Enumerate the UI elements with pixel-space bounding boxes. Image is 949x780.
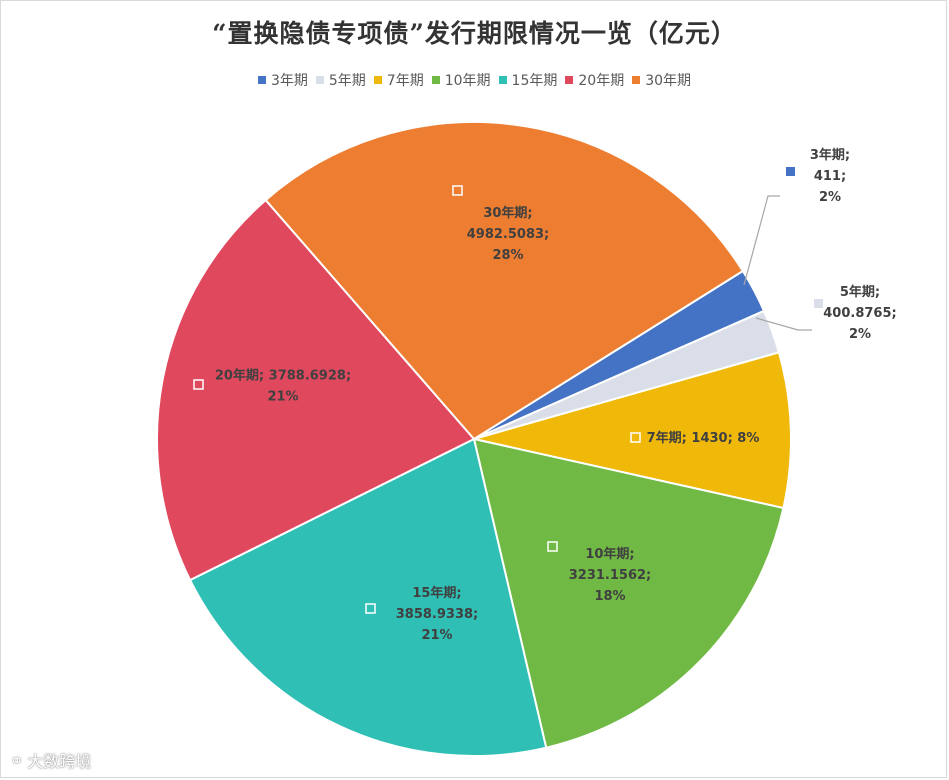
- label-marker: [365, 603, 376, 614]
- data-label: 21%: [421, 628, 452, 643]
- watermark-logo-icon: ⚭: [10, 750, 24, 770]
- data-label: 4982.5083;: [467, 227, 550, 242]
- pie-slice: [473, 351, 792, 510]
- legend-label: 15年期: [511, 73, 558, 89]
- watermark: ⚭ 大数跨境: [10, 748, 91, 772]
- data-label: 400.8765;: [823, 306, 896, 321]
- legend-swatch: [373, 76, 382, 84]
- pie-slice: [472, 437, 785, 749]
- legend: 3年期 5年期 7年期 10年期 15年期 20年期 30年期: [0, 70, 949, 90]
- watermark-text: 大数跨境: [27, 752, 92, 771]
- pie-slice: [188, 437, 548, 757]
- label-marker: [814, 299, 823, 308]
- legend-item: 7年期: [373, 70, 424, 90]
- data-label: 3858.9338;: [396, 607, 479, 622]
- legend-swatch: [431, 76, 440, 84]
- legend-label: 20年期: [578, 73, 625, 89]
- legend-label: 7年期: [386, 73, 424, 89]
- legend-swatch: [498, 76, 507, 84]
- data-label: 20年期; 3788.6928;: [215, 368, 351, 384]
- legend-item: 5年期: [315, 70, 366, 90]
- legend-swatch: [565, 76, 574, 84]
- leader-line: [755, 317, 812, 331]
- data-label: 2%: [819, 190, 841, 205]
- label-marker: [630, 432, 641, 443]
- data-label: 5年期;: [840, 284, 880, 300]
- legend-label: 10年期: [444, 73, 491, 89]
- legend-item: 20年期: [565, 70, 624, 90]
- legend-item: 15年期: [498, 70, 558, 90]
- data-label: 3231.1562;: [569, 568, 652, 583]
- label-marker: [547, 541, 558, 552]
- data-label: 3年期;: [810, 147, 850, 163]
- data-label: 15年期;: [412, 585, 461, 601]
- pie-slice: [156, 198, 476, 582]
- data-label: 10年期;: [585, 546, 634, 562]
- data-label: 28%: [492, 248, 523, 263]
- data-label: 7年期; 1430; 8%: [647, 430, 760, 446]
- data-label: 18%: [594, 589, 625, 604]
- legend-label: 5年期: [328, 73, 366, 89]
- label-marker: [786, 167, 795, 176]
- pie-slice: [264, 121, 745, 441]
- legend-item: 30年期: [632, 70, 691, 90]
- label-marker: [193, 379, 204, 390]
- data-label: 2%: [849, 327, 871, 342]
- legend-label: 30年期: [645, 73, 692, 89]
- legend-item: 3年期: [257, 70, 308, 90]
- leader-line: [743, 195, 780, 286]
- legend-swatch: [257, 76, 266, 84]
- legend-item: 10年期: [431, 70, 491, 90]
- legend-swatch: [315, 76, 324, 84]
- data-label: 411;: [814, 169, 846, 184]
- chart-title: “置换隐债专项债”发行期限情况一览（亿元）: [212, 19, 737, 48]
- label-marker: [452, 185, 463, 196]
- legend-swatch: [632, 76, 641, 84]
- data-label: 30年期;: [483, 205, 532, 221]
- data-label: 21%: [267, 390, 298, 405]
- legend-label: 3年期: [270, 73, 308, 89]
